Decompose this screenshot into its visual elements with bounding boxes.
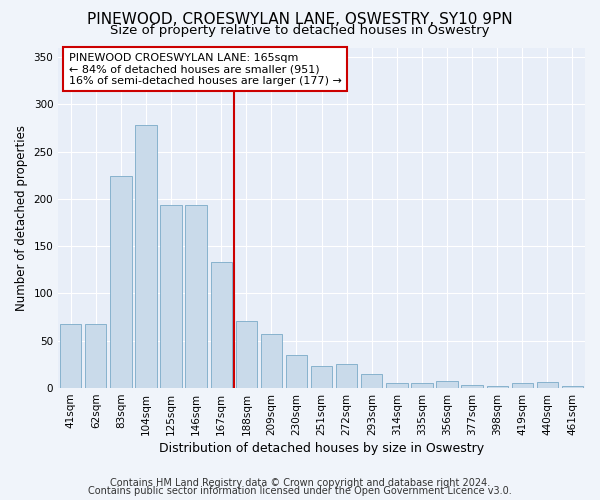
- Bar: [160, 204, 182, 388]
- X-axis label: Distribution of detached houses by size in Oswestry: Distribution of detached houses by size …: [159, 442, 484, 455]
- Bar: [411, 384, 433, 388]
- Bar: [286, 355, 307, 388]
- Bar: [136, 125, 157, 388]
- Text: PINEWOOD CROESWYLAN LANE: 165sqm
← 84% of detached houses are smaller (951)
16% : PINEWOOD CROESWYLAN LANE: 165sqm ← 84% o…: [69, 52, 341, 86]
- Bar: [336, 364, 358, 388]
- Bar: [512, 384, 533, 388]
- Bar: [361, 374, 382, 388]
- Bar: [386, 384, 407, 388]
- Bar: [236, 321, 257, 388]
- Text: Contains HM Land Registry data © Crown copyright and database right 2024.: Contains HM Land Registry data © Crown c…: [110, 478, 490, 488]
- Bar: [311, 366, 332, 388]
- Bar: [261, 334, 282, 388]
- Y-axis label: Number of detached properties: Number of detached properties: [15, 125, 28, 311]
- Bar: [487, 386, 508, 388]
- Bar: [537, 382, 558, 388]
- Bar: [562, 386, 583, 388]
- Bar: [461, 385, 483, 388]
- Bar: [211, 262, 232, 388]
- Bar: [60, 324, 82, 388]
- Bar: [110, 176, 131, 388]
- Text: Size of property relative to detached houses in Oswestry: Size of property relative to detached ho…: [110, 24, 490, 37]
- Bar: [85, 324, 106, 388]
- Text: Contains public sector information licensed under the Open Government Licence v3: Contains public sector information licen…: [88, 486, 512, 496]
- Bar: [185, 204, 207, 388]
- Bar: [436, 382, 458, 388]
- Text: PINEWOOD, CROESWYLAN LANE, OSWESTRY, SY10 9PN: PINEWOOD, CROESWYLAN LANE, OSWESTRY, SY1…: [87, 12, 513, 26]
